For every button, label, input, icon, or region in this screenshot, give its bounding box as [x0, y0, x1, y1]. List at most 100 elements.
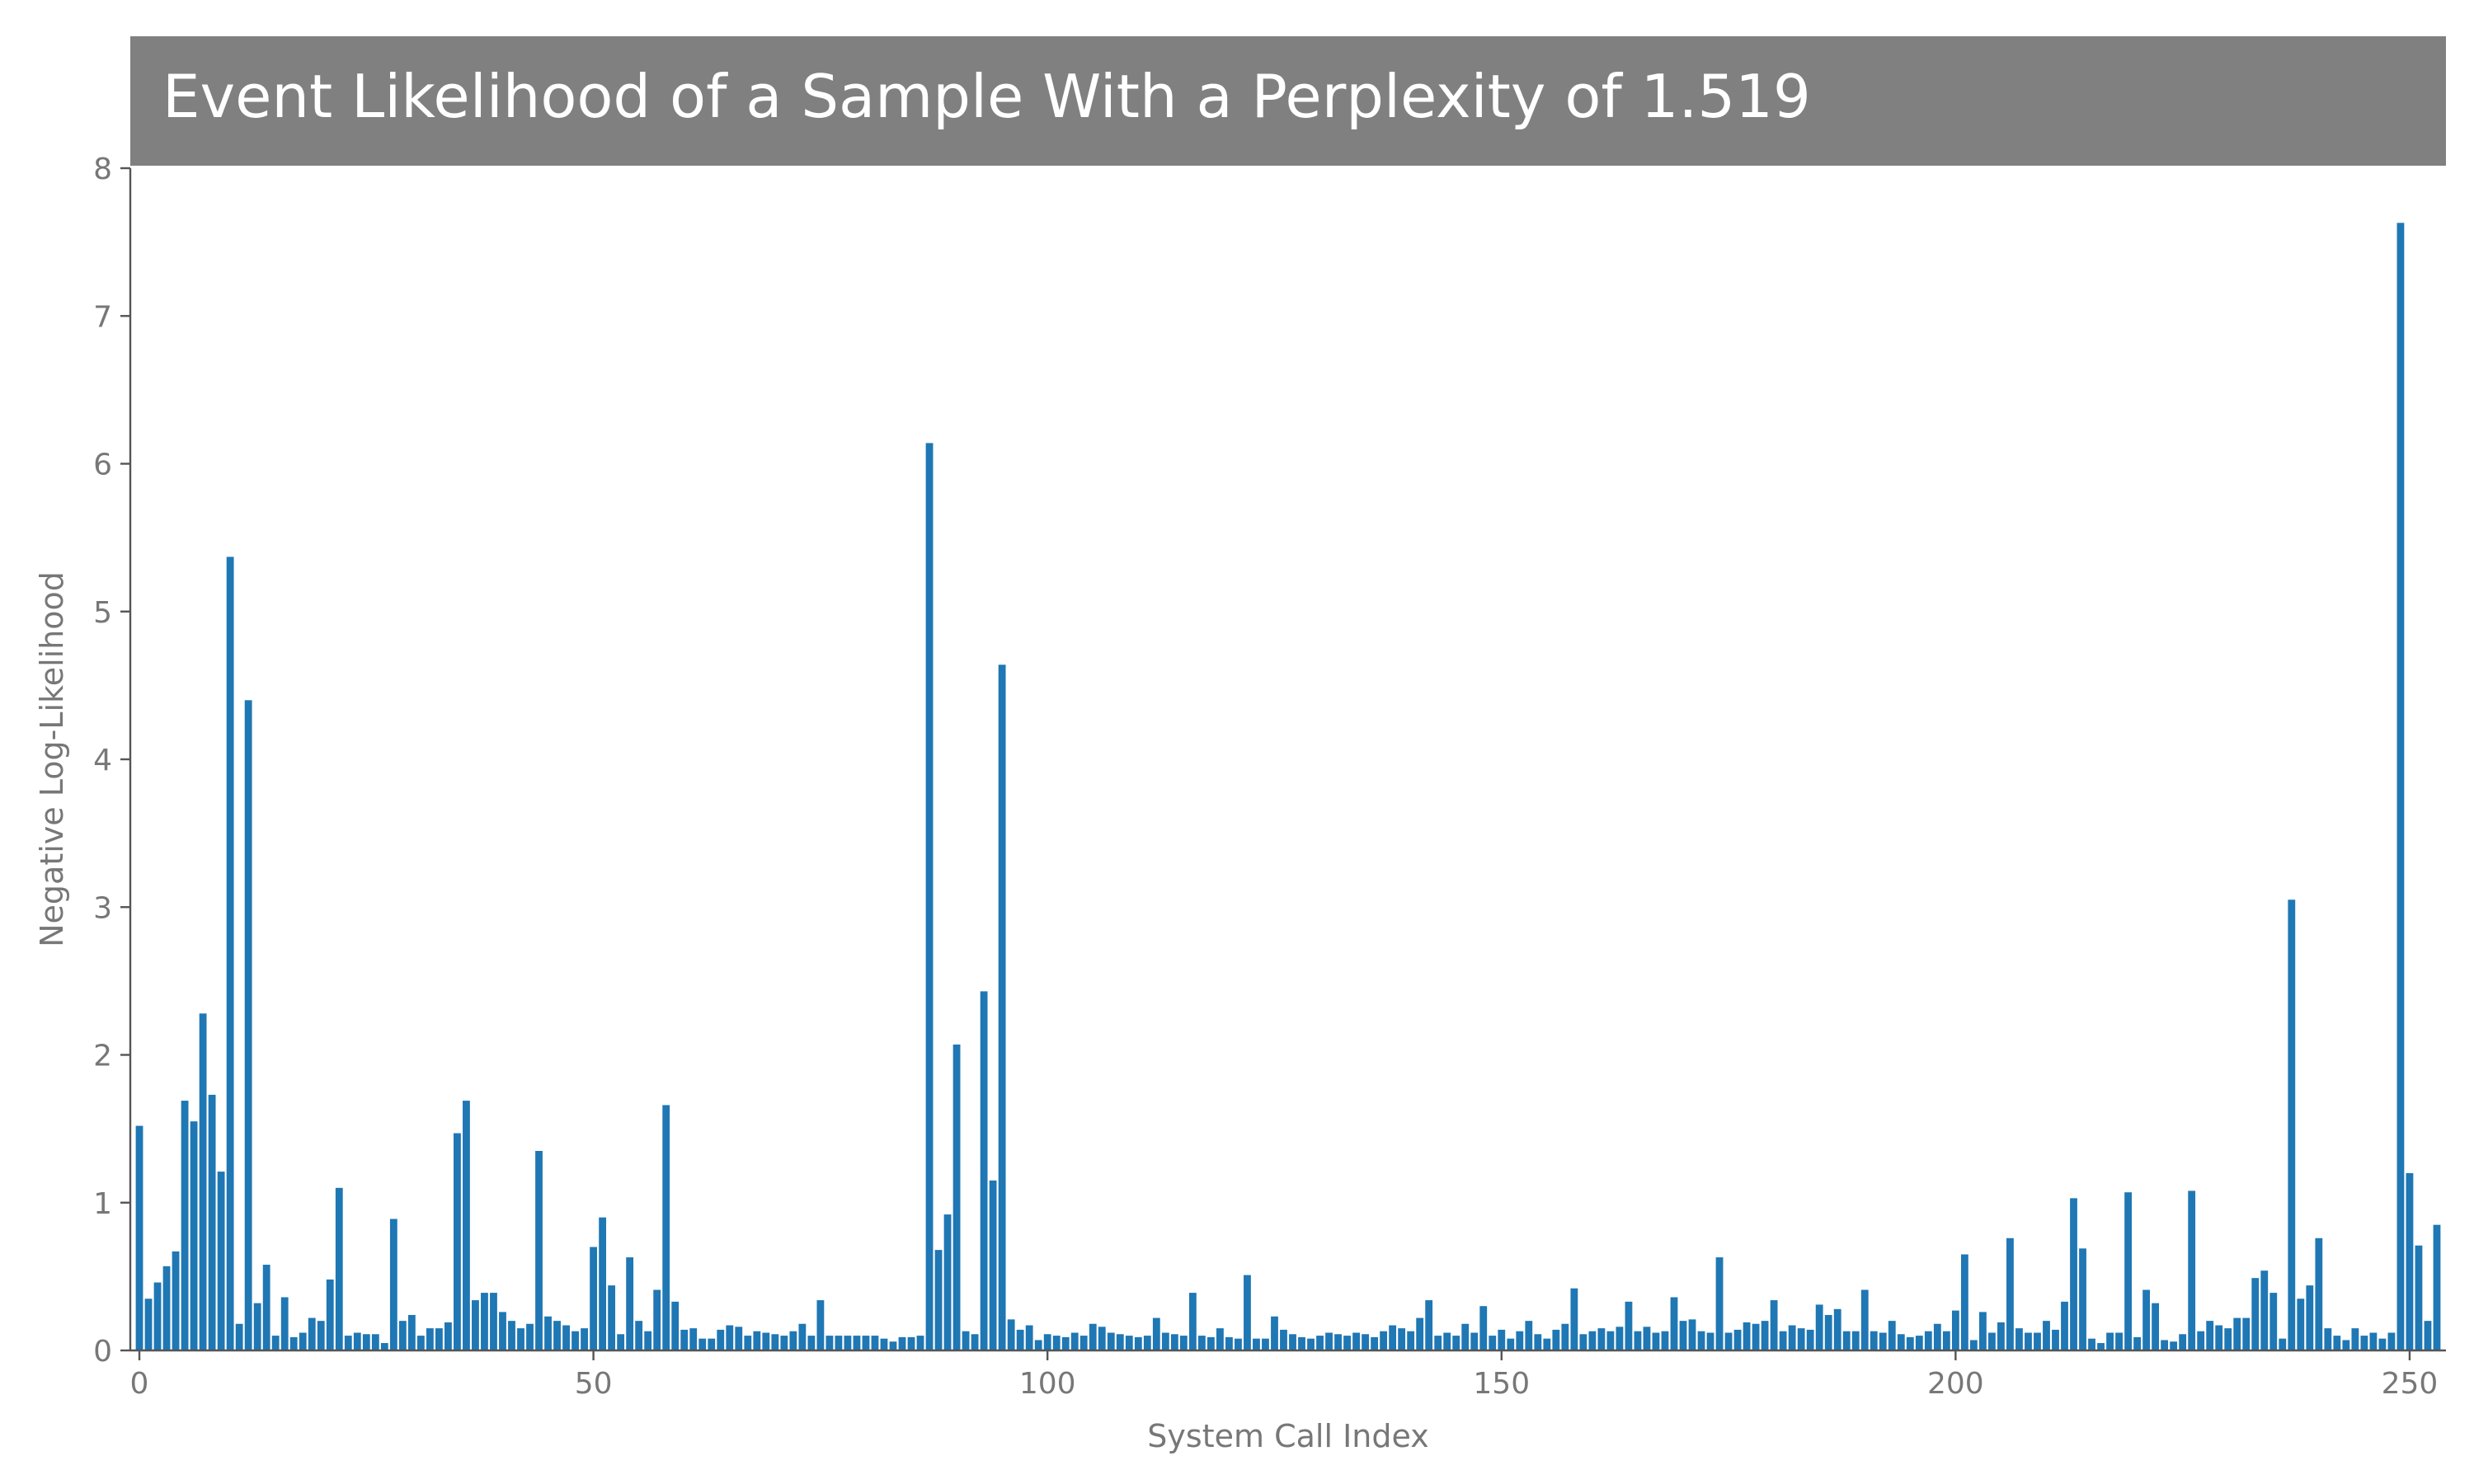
bar-42	[517, 1328, 524, 1350]
bar-181	[1779, 1331, 1787, 1350]
bar-2	[153, 1282, 162, 1350]
x-tick-label: 200	[1927, 1367, 1984, 1401]
bar-118	[1207, 1336, 1215, 1350]
bar-231	[2233, 1317, 2241, 1350]
bar-248	[2387, 1332, 2396, 1350]
bar-80	[862, 1336, 870, 1350]
bar-59	[671, 1301, 680, 1350]
bar-105	[1089, 1323, 1097, 1350]
bar-43	[526, 1323, 534, 1350]
bar-113	[1161, 1332, 1169, 1350]
bar-120	[1225, 1336, 1233, 1350]
bar-185	[1815, 1304, 1823, 1350]
bar-28	[389, 1219, 397, 1350]
bar-74	[807, 1336, 816, 1350]
bar-217	[2106, 1332, 2114, 1350]
bar-158	[1570, 1288, 1578, 1350]
bar-101	[1052, 1336, 1061, 1350]
bar-111	[1143, 1336, 1151, 1350]
bar-36	[463, 1101, 470, 1350]
bar-1	[144, 1298, 153, 1350]
bar-54	[626, 1257, 634, 1350]
y-tick-label: 1	[93, 1187, 112, 1221]
bar-139	[1398, 1328, 1406, 1350]
bar-102	[1061, 1336, 1070, 1350]
bar-23	[344, 1336, 352, 1350]
bar-184	[1806, 1329, 1814, 1350]
bar-239	[2306, 1285, 2314, 1350]
bar-92	[971, 1334, 979, 1350]
bar-142	[1425, 1300, 1433, 1350]
bar-194	[1897, 1334, 1905, 1350]
bar-41	[508, 1321, 515, 1350]
bar-229	[2215, 1325, 2223, 1350]
bar-160	[1588, 1331, 1597, 1350]
bar-215	[2088, 1338, 2095, 1350]
bar-24	[353, 1332, 361, 1350]
bar-93	[980, 991, 988, 1350]
bar-96	[1007, 1319, 1015, 1350]
bar-73	[798, 1323, 807, 1350]
bar-234	[2260, 1270, 2269, 1350]
bar-117	[1197, 1336, 1206, 1350]
bar-182	[1788, 1325, 1796, 1350]
bar-84	[898, 1336, 906, 1350]
bar-22	[335, 1187, 343, 1350]
bar-201	[1960, 1254, 1968, 1350]
bar-119	[1216, 1328, 1224, 1350]
bar-10	[226, 556, 234, 1350]
bar-145	[1452, 1336, 1460, 1350]
bar-149	[1489, 1336, 1497, 1350]
bar-79	[853, 1336, 861, 1350]
bar-129	[1307, 1338, 1315, 1350]
bar-39	[490, 1293, 497, 1350]
bar-197	[1924, 1331, 1932, 1350]
bar-225	[2179, 1334, 2187, 1350]
bar-195	[1906, 1336, 1914, 1350]
bar-17	[289, 1336, 298, 1350]
bar-156	[1552, 1329, 1560, 1350]
bar-251	[2415, 1245, 2423, 1350]
bar-50	[590, 1247, 598, 1350]
bar-82	[880, 1338, 888, 1350]
bar-65	[726, 1325, 734, 1350]
y-tick-label: 2	[93, 1040, 112, 1073]
bar-253	[2433, 1224, 2441, 1350]
bar-128	[1298, 1336, 1305, 1350]
x-tick-label: 100	[1019, 1367, 1076, 1401]
bar-3	[162, 1266, 171, 1350]
y-tick-label: 7	[93, 300, 112, 334]
bar-124	[1262, 1338, 1269, 1350]
bar-226	[2188, 1190, 2196, 1350]
bar-47	[562, 1325, 570, 1350]
bar-27	[380, 1343, 388, 1350]
bar-78	[844, 1336, 852, 1350]
bar-116	[1188, 1293, 1197, 1350]
bar-196	[1915, 1336, 1923, 1350]
bar-16	[280, 1297, 289, 1350]
x-axis-label: System Call Index	[1147, 1418, 1428, 1454]
bar-109	[1125, 1336, 1133, 1350]
bar-25	[362, 1334, 370, 1350]
bar-15	[271, 1336, 280, 1350]
bar-69	[762, 1332, 770, 1350]
bar-56	[644, 1331, 652, 1350]
bar-212	[2061, 1301, 2068, 1350]
bar-205	[1997, 1322, 2005, 1350]
bar-61	[689, 1328, 698, 1350]
bar-104	[1079, 1336, 1088, 1350]
bar-94	[989, 1180, 997, 1350]
bar-71	[780, 1336, 788, 1350]
bar-58	[662, 1105, 670, 1350]
bar-150	[1498, 1329, 1506, 1350]
bar-207	[2015, 1328, 2023, 1350]
bar-32	[426, 1328, 434, 1350]
bar-161	[1597, 1328, 1606, 1350]
bar-179	[1761, 1321, 1769, 1350]
y-tick-label: 0	[93, 1335, 112, 1369]
bar-87	[925, 443, 934, 1350]
bar-252	[2424, 1321, 2432, 1350]
bar-238	[2297, 1298, 2305, 1350]
bar-232	[2242, 1317, 2251, 1350]
bar-183	[1797, 1328, 1805, 1350]
